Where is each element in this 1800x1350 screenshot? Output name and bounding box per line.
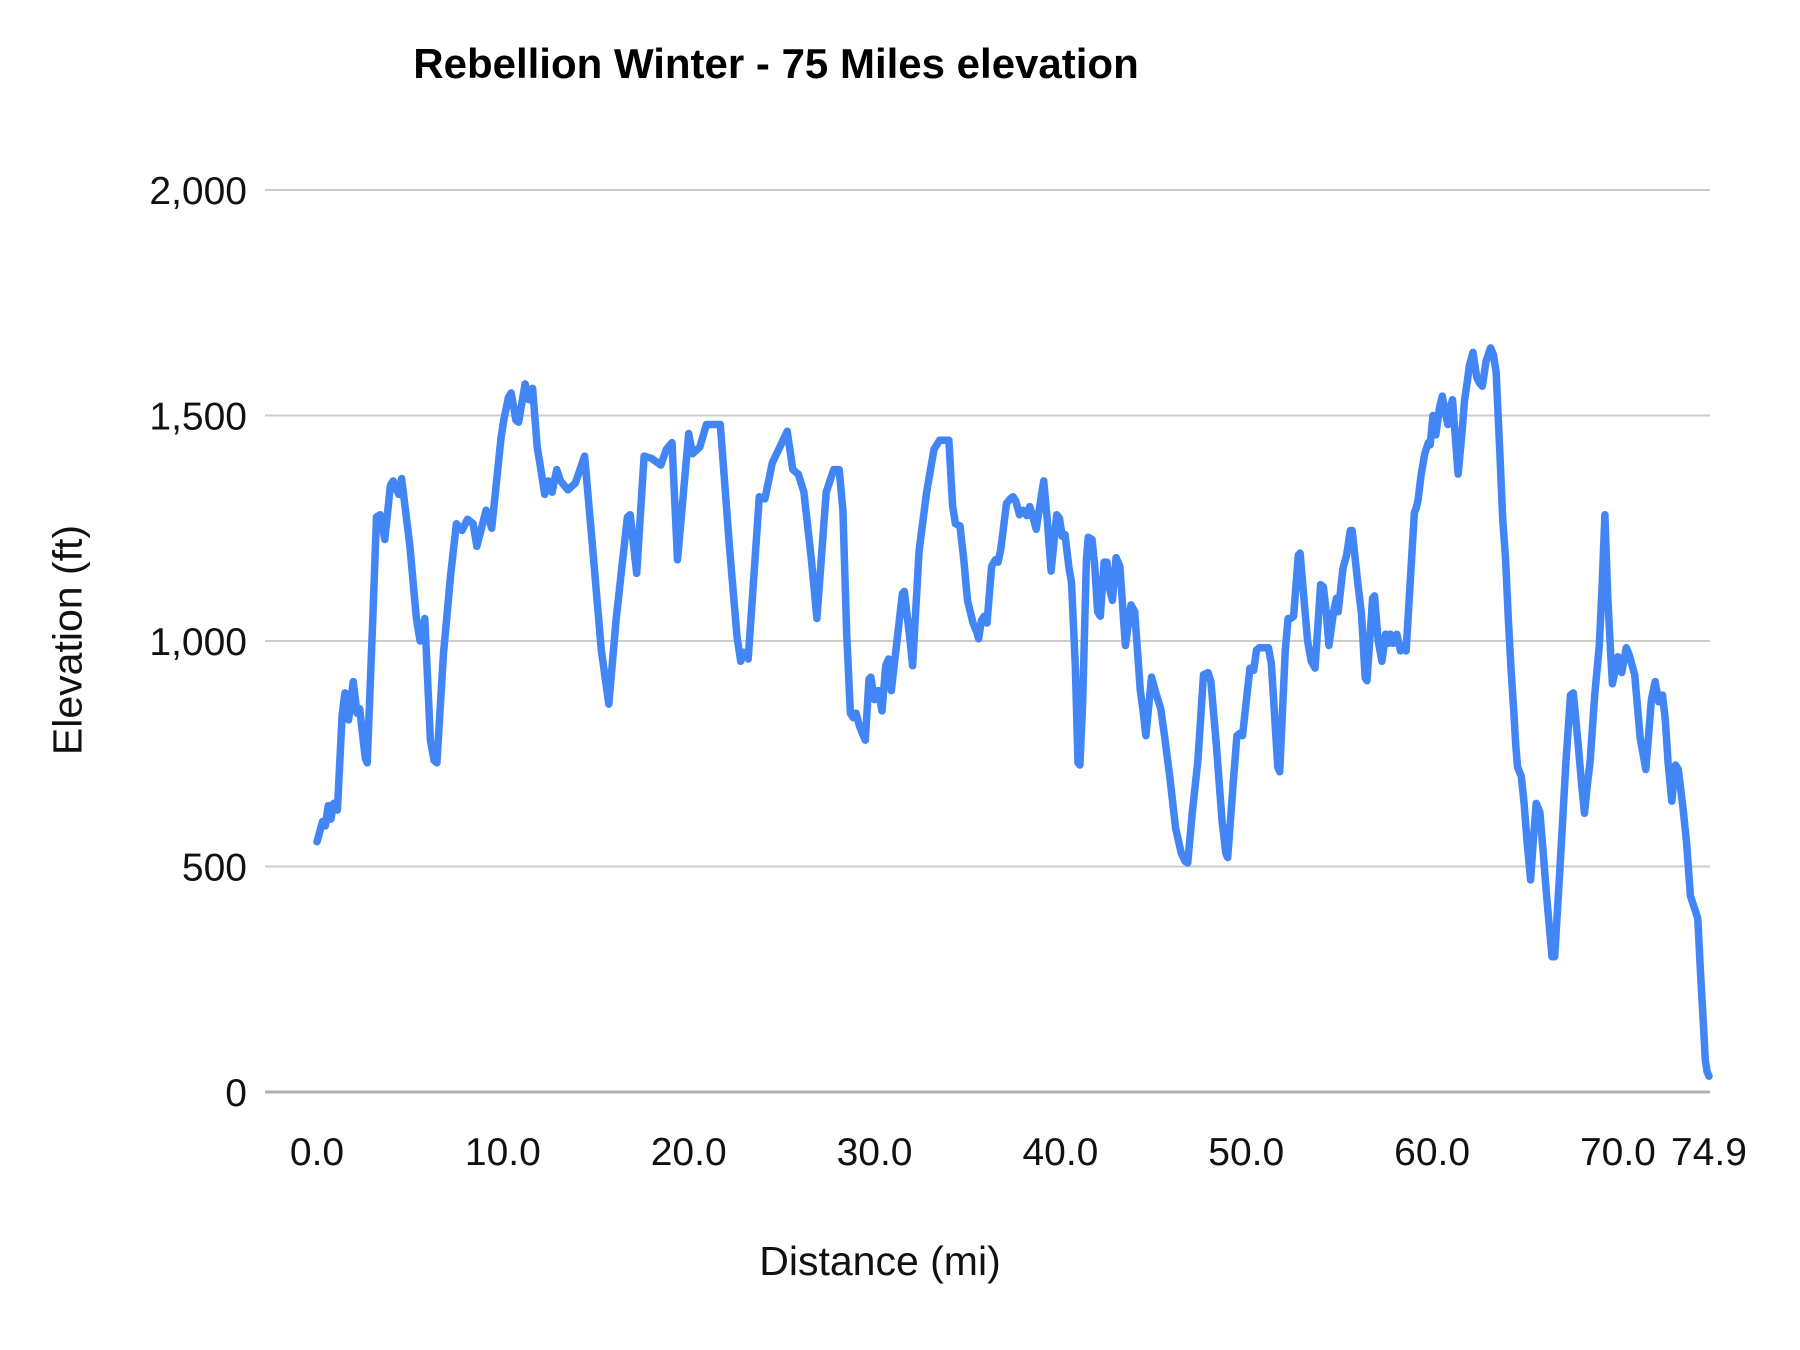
- x-tick-label: 70.0: [1580, 1131, 1656, 1174]
- x-tick-label: 30.0: [837, 1131, 913, 1174]
- y-tick-label: 1,000: [149, 621, 247, 664]
- x-axis-title: Distance (mi): [759, 1238, 1001, 1284]
- chart-title: Rebellion Winter - 75 Miles elevation: [413, 40, 1139, 87]
- x-tick-label: 20.0: [651, 1131, 727, 1174]
- x-tick-label: 60.0: [1394, 1131, 1470, 1174]
- x-tick-label: 74.9: [1671, 1131, 1747, 1174]
- elevation-line[interactable]: [313, 344, 1713, 1080]
- y-tick-label: 2,000: [149, 170, 247, 213]
- y-tick-label: 500: [182, 847, 247, 890]
- x-tick-label: 10.0: [465, 1131, 541, 1174]
- y-tick-label: 1,500: [149, 396, 247, 439]
- y-axis-title: Elevation (ft): [44, 524, 91, 756]
- y-tick-label: 0: [225, 1072, 247, 1115]
- x-tick-label: 0.0: [290, 1131, 344, 1174]
- x-tick-label: 40.0: [1022, 1131, 1098, 1174]
- x-tick-label: 50.0: [1208, 1131, 1284, 1174]
